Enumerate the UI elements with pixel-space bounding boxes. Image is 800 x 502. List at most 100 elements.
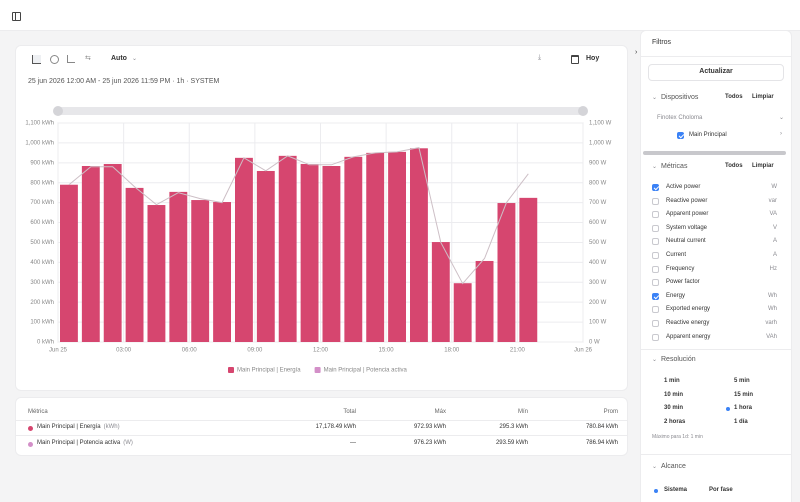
bar (278, 155, 297, 342)
metric-label: Power factor (666, 279, 700, 286)
metric-unit: VA (769, 211, 777, 218)
clear[interactable]: Limpiar (752, 163, 774, 169)
bar (519, 197, 538, 342)
site-name: Finotex Choloma (657, 115, 703, 121)
metric-checkbox[interactable] (652, 333, 659, 341)
chart: 0 kWh 100 kWh 200 kWh 300 kWh 400 kWh 500 kWh… (25, 106, 612, 374)
sidebar-toggle-icon[interactable] (12, 12, 21, 21)
x-tick-label: 18:00 (444, 348, 460, 354)
y2-tick-label: 100 W (589, 320, 607, 326)
icon-part (13, 13, 16, 20)
radio-selected (654, 489, 658, 493)
row-rule (16, 435, 627, 436)
mode-select[interactable]: Auto (111, 55, 127, 62)
legend-label: Main Principal | Potencia activa (324, 368, 408, 374)
metric-checkbox[interactable] (652, 292, 659, 300)
section-title: Métricas (661, 163, 688, 170)
y2-tick-label: 900 W (589, 160, 607, 166)
bar (300, 164, 319, 342)
metric-label: System voltage (666, 224, 708, 231)
y2-tick-label: 500 W (589, 240, 607, 246)
today-button[interactable]: Hoy (586, 55, 600, 62)
metric-checkbox[interactable] (652, 320, 659, 327)
column-header: Métrica (28, 409, 48, 415)
metric-unit: VAh (766, 333, 777, 340)
metric-checkbox[interactable] (652, 184, 659, 191)
refresh-button[interactable]: Actualizar (648, 64, 784, 81)
bar (60, 184, 78, 342)
bar (410, 148, 428, 342)
metric-unit: V (772, 224, 777, 231)
tool-bar[interactable] (67, 55, 75, 63)
resolution-option[interactable]: 15 min (734, 391, 754, 398)
bar (213, 202, 231, 342)
resolution-option[interactable]: 5 min (734, 378, 750, 384)
tool-swap[interactable]: ⇆ (85, 55, 91, 62)
device-check[interactable] (677, 132, 684, 139)
series-dot (28, 442, 33, 447)
metric-checkbox[interactable] (652, 279, 659, 287)
scope-option[interactable]: Sistema (664, 487, 688, 493)
y-tick-label: 300 kWh (30, 280, 54, 286)
x-tick-label: 03:00 (116, 348, 132, 354)
bar (431, 242, 450, 342)
metric-checkbox[interactable] (652, 265, 659, 273)
clear[interactable]: Limpiar (752, 94, 774, 100)
metric-checkbox[interactable] (652, 306, 659, 314)
refresh-label: Actualizar (699, 68, 733, 75)
header-rule (16, 420, 627, 421)
y2-tick-label: 1,100 W (589, 121, 612, 127)
select-all[interactable]: Todos (725, 94, 743, 100)
metric-checkbox[interactable] (652, 252, 659, 259)
metric-checkbox[interactable] (652, 211, 659, 219)
download-icon[interactable]: ⤓ (538, 54, 542, 61)
metric-label: Energy (666, 292, 686, 299)
metric-unit: A (772, 252, 777, 258)
slider-handle[interactable] (53, 106, 63, 116)
resolution-option[interactable]: 30 min (664, 405, 684, 412)
bar (388, 151, 406, 342)
bar (147, 205, 166, 342)
tool-line[interactable] (32, 55, 41, 64)
date-range: 25 jun 2026 12:00 AM - 25 jun 2026 11:59… (28, 78, 220, 85)
y2-tick-label: 0 W (589, 340, 600, 346)
x-tick-label: 21:00 (510, 348, 526, 354)
metric-unit: var (768, 197, 777, 204)
y-tick-label: 400 kWh (30, 260, 54, 266)
metric-checkbox[interactable] (652, 224, 659, 232)
resolution-option[interactable]: 1 día (734, 419, 748, 426)
bar (256, 170, 275, 342)
x-tick-label: 09:00 (247, 348, 263, 354)
mode-chevron: ⌄ (132, 56, 138, 62)
chevron: ⌄ (779, 115, 785, 121)
column-header: Mín (517, 409, 528, 415)
resolution-option[interactable]: 1 min (664, 378, 680, 384)
y2-tick-label: 700 W (589, 200, 607, 206)
metric-name: Main Principal | Potencia activa (W) (37, 440, 133, 446)
metric-label: Reactive power (666, 197, 708, 204)
stat-value: 780.84 kWh (585, 424, 618, 430)
resolution-option[interactable]: 2 horas (664, 419, 686, 426)
bar (475, 260, 494, 342)
chart-card: ⇆ Auto ⌄ ⤓ Hoy 25 jun 2026 12:00 AM - 25… (15, 45, 628, 391)
metric-checkbox[interactable] (652, 197, 659, 205)
scope-option[interactable]: Por fase (709, 487, 733, 493)
select-all[interactable]: Todos (725, 163, 743, 169)
bar (322, 166, 341, 342)
resolution-option[interactable]: 10 min (664, 391, 684, 398)
y2-tick-label: 200 W (589, 300, 607, 306)
y2-tick-label: 1,000 W (589, 140, 612, 146)
metric-checkbox[interactable] (652, 238, 659, 246)
x-tick-label: Jun 25 (49, 348, 68, 354)
metric-unit: (kWh) (103, 424, 120, 430)
x-tick-label: Jun 26 (574, 348, 593, 354)
metric-unit: varh (765, 320, 777, 326)
tool-pie[interactable] (50, 55, 59, 64)
resolution-option[interactable]: 1 hora (734, 405, 753, 412)
slider-handle[interactable] (578, 106, 588, 116)
collapse-panel[interactable]: › (635, 49, 638, 56)
section-chevron: ⌄ (652, 464, 658, 470)
metric-label: Exported energy (666, 306, 711, 313)
